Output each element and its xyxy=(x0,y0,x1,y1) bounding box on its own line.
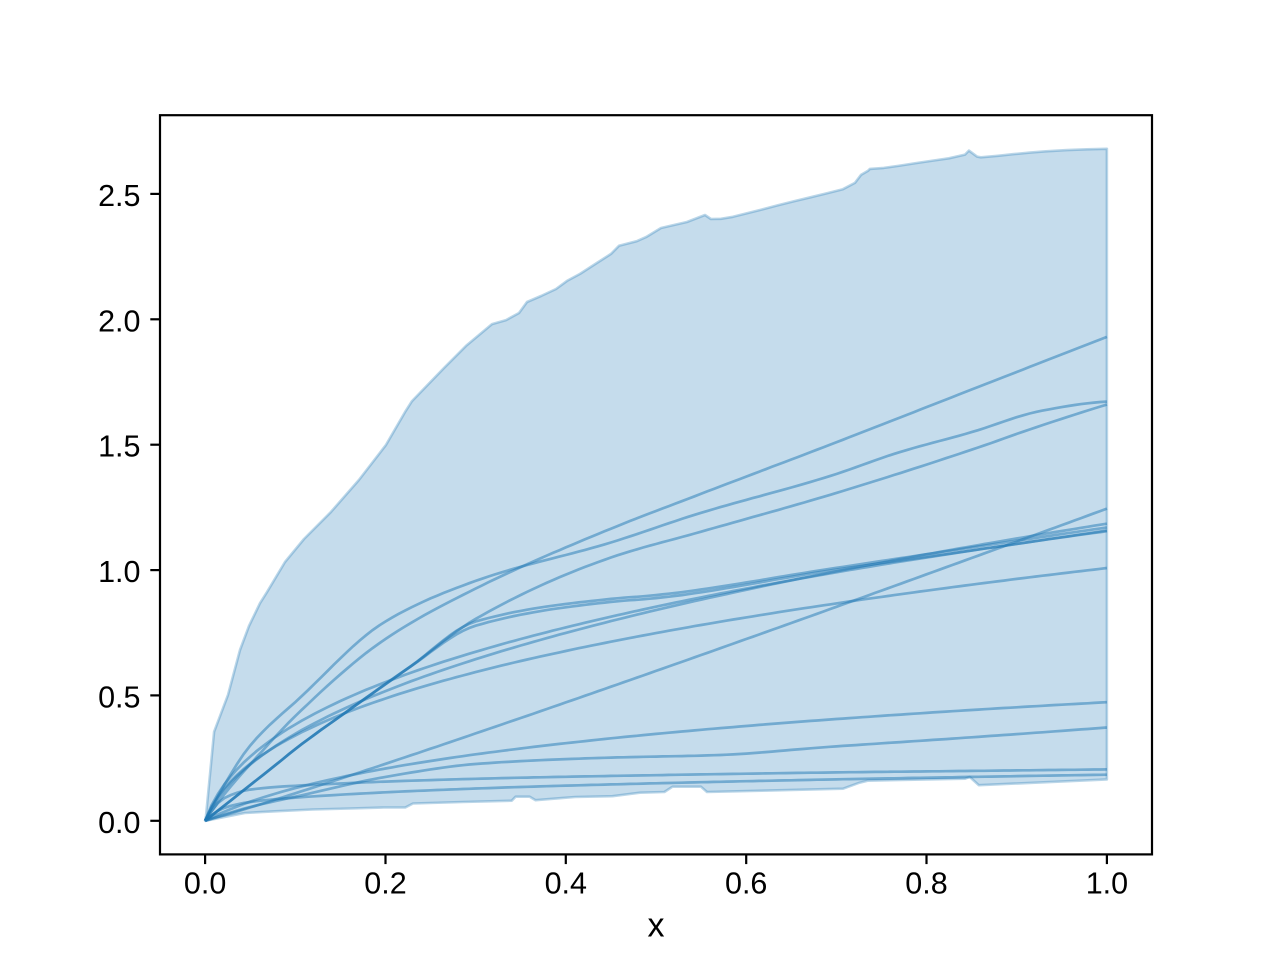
svg-text:0.4: 0.4 xyxy=(545,867,587,901)
svg-text:2.5: 2.5 xyxy=(98,179,140,213)
svg-text:0.6: 0.6 xyxy=(725,867,767,901)
svg-text:2.0: 2.0 xyxy=(98,304,140,338)
svg-text:0.0: 0.0 xyxy=(98,806,140,840)
svg-text:0.8: 0.8 xyxy=(905,867,947,901)
svg-text:0.0: 0.0 xyxy=(184,867,226,901)
svg-text:1.0: 1.0 xyxy=(1086,867,1128,901)
svg-text:1.5: 1.5 xyxy=(98,430,140,464)
svg-text:1.0: 1.0 xyxy=(98,555,140,589)
svg-text:0.5: 0.5 xyxy=(98,680,140,714)
svg-text:x: x xyxy=(648,907,665,945)
svg-text:0.2: 0.2 xyxy=(364,867,406,901)
